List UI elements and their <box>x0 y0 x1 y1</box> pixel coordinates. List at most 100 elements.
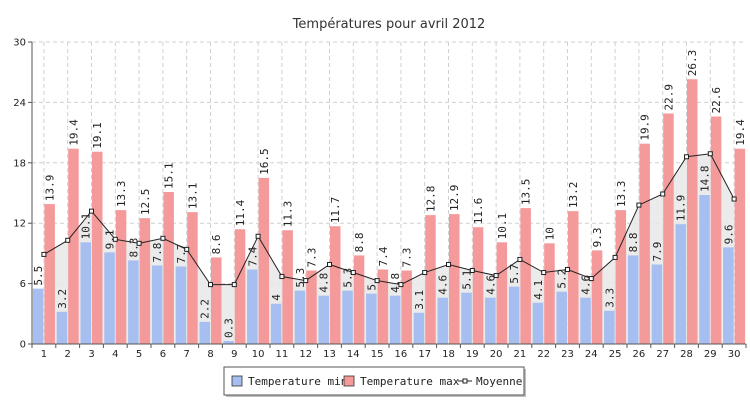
data-label-min: 4.1 <box>532 280 545 300</box>
bar-temperature-max <box>568 211 579 344</box>
bar-temperature-max <box>330 226 341 344</box>
data-label-min: 3.2 <box>56 289 69 309</box>
average-point <box>541 270 547 276</box>
data-labels: 5.5 13.9 3.2 19.4 10.1 19.1 9.1 13.3 8.3 12.5 7.8 1… <box>32 50 747 338</box>
bar-temperature-min <box>270 303 282 344</box>
data-label-min: 11.9 <box>675 195 688 222</box>
data-label-min: 4.8 <box>389 273 402 293</box>
x-tick-label: 17 <box>418 349 431 360</box>
average-point <box>588 276 594 282</box>
bar-temperature-max <box>544 243 555 344</box>
data-label-max: 11.6 <box>472 198 485 225</box>
x-tick-label: 24 <box>585 349 598 360</box>
data-label-min: 2.2 <box>199 299 212 319</box>
bar-temperature-min <box>56 311 68 344</box>
bar-temperature-max <box>710 116 722 344</box>
data-label-max: 16.5 <box>258 148 271 175</box>
average-point <box>303 278 309 284</box>
bar-temperature-min <box>223 340 234 344</box>
x-tick-label: 13 <box>323 349 336 360</box>
bar-temperature-max <box>68 148 79 344</box>
x-tick-label: 5 <box>136 349 142 360</box>
bars <box>32 79 746 345</box>
data-label-max: 26.3 <box>686 50 699 77</box>
bar-temperature-max <box>449 214 460 344</box>
average-point <box>65 237 71 243</box>
legend-label-min: Temperature min <box>248 375 347 388</box>
average-point <box>374 278 380 284</box>
x-tick-label: 19 <box>466 349 479 360</box>
data-label-max: 10.1 <box>496 213 509 239</box>
data-label-min: 0.3 <box>223 318 236 338</box>
average-point <box>136 240 142 246</box>
average-line <box>41 151 737 288</box>
data-label-max: 7.3 <box>305 248 318 268</box>
bar-temperature-min <box>104 252 115 344</box>
bar-temperature-min <box>651 264 663 344</box>
bar-temperature-max <box>187 212 198 344</box>
x-tick-label: 22 <box>537 349 550 360</box>
data-label-max: 19.9 <box>639 114 652 141</box>
x-tick-label: 30 <box>728 349 741 360</box>
average-point <box>612 254 618 260</box>
x-tick-label: 15 <box>371 349 384 360</box>
x-tick-label: 18 <box>442 349 455 360</box>
data-label-max: 11.4 <box>234 199 247 226</box>
data-label-min: 14.8 <box>699 166 712 193</box>
bar-temperature-max <box>211 257 222 344</box>
x-tick-label: 6 <box>160 349 166 360</box>
data-label-min: 5.7 <box>508 264 521 284</box>
y-tick-label: 6 <box>20 279 26 290</box>
data-label-min: 4.8 <box>318 273 331 293</box>
bar-temperature-max <box>663 113 674 345</box>
bar-temperature-min <box>699 195 710 344</box>
bar-temperature-min <box>318 295 329 344</box>
data-label-max: 7.3 <box>401 248 414 268</box>
data-label-min: 5.2 <box>556 269 569 289</box>
average-point <box>279 274 285 280</box>
data-label-max: 13.5 <box>520 179 533 206</box>
data-label-max: 11.7 <box>329 197 342 224</box>
bar-temperature-min <box>80 242 91 344</box>
data-label-min: 4 <box>270 294 283 301</box>
x-tick-label: 7 <box>184 349 190 360</box>
data-label-min: 5 <box>365 284 378 291</box>
x-tick-label: 27 <box>656 349 669 360</box>
bar-temperature-max <box>115 210 127 344</box>
y-tick-label: 18 <box>13 158 26 169</box>
data-label-min: 10.1 <box>80 213 93 240</box>
x-tick-label: 12 <box>299 349 312 360</box>
bar-temperature-max <box>258 177 270 344</box>
data-label-min: 4.6 <box>437 275 450 295</box>
data-label-max: 12.9 <box>448 185 461 212</box>
average-point <box>327 261 332 267</box>
bar-temperature-min <box>128 260 139 344</box>
bar-temperature-max <box>353 255 365 344</box>
bar-temperature-max <box>615 210 627 344</box>
data-label-min: 8.8 <box>627 233 640 253</box>
chart-title: Températures pour avril 2012 <box>292 17 486 32</box>
data-label-max: 13.9 <box>44 175 57 202</box>
data-label-min: 5.1 <box>461 270 474 290</box>
bar-temperature-max <box>687 79 698 344</box>
x-tick-label: 4 <box>112 349 118 360</box>
bar-temperature-max <box>520 208 531 344</box>
average-point <box>636 202 642 208</box>
average-point <box>398 282 404 288</box>
bar-temperature-min <box>199 321 210 344</box>
bar-temperature-min <box>461 292 472 344</box>
x-tick-label: 16 <box>395 349 408 360</box>
x-tick-label: 14 <box>347 349 360 360</box>
data-label-min: 4.6 <box>580 275 593 295</box>
data-label-min: 5.3 <box>342 268 355 288</box>
legend-label-avg: Moyenne <box>476 375 522 388</box>
bar-temperature-max <box>139 218 151 344</box>
data-label-max: 19.4 <box>67 119 80 146</box>
bar-temperature-max <box>639 143 650 344</box>
x-tick-label: 26 <box>633 349 646 360</box>
bar-temperature-min <box>556 291 567 344</box>
data-label-min: 7.9 <box>651 242 664 262</box>
average-line-path <box>43 153 735 286</box>
average-point <box>684 154 689 160</box>
